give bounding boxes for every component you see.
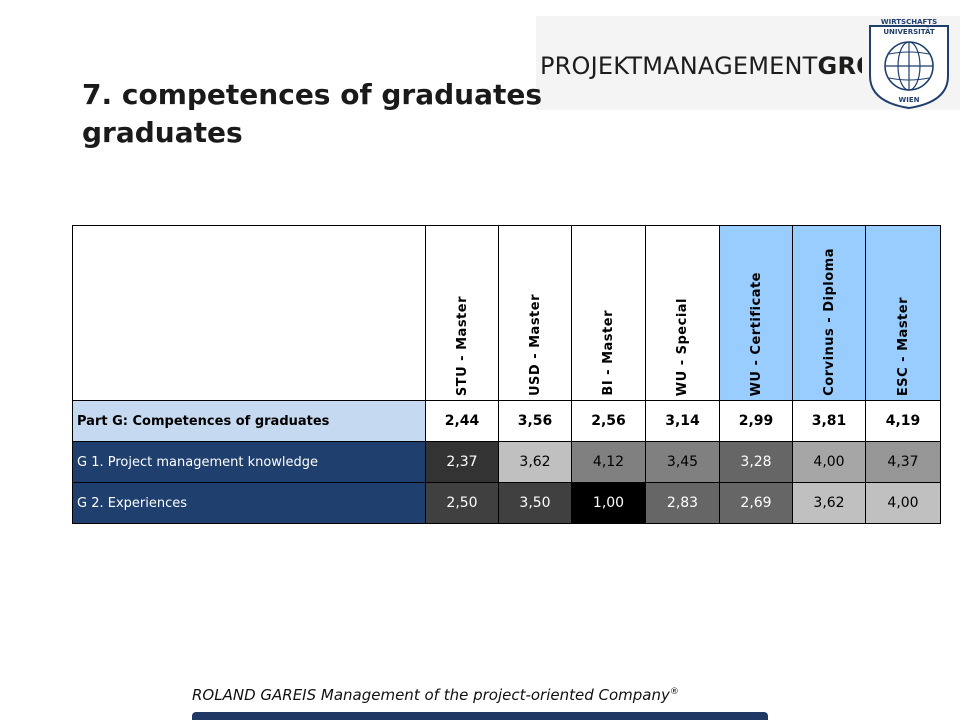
col-header-wu-special: WU - Special [645, 225, 720, 401]
table-row: Part G: Competences of graduates 2,44 3,… [72, 400, 941, 442]
col-header-stu: STU - Master [425, 225, 499, 401]
title-line-2: graduates [82, 116, 243, 149]
table-cell: 1,00 [571, 482, 646, 524]
table-cell: 4,00 [792, 441, 866, 483]
slide-title: 7. competences of graduates graduates [82, 76, 542, 152]
svg-text:UNIVERSITÄT: UNIVERSITÄT [883, 27, 934, 36]
table-cell: 3,28 [719, 441, 793, 483]
row-label: Part G: Competences of graduates [72, 400, 426, 442]
competences-table: STU - Master USD - Master BI - Master WU… [72, 225, 941, 524]
table-cell: 4,19 [865, 400, 941, 442]
row-label: G 1. Project management knowledge [72, 441, 426, 483]
table-cell: 2,37 [425, 441, 499, 483]
col-header-corvinus: Corvinus - Diploma [792, 225, 866, 401]
footer-credit: ROLAND GAREIS Management of the project-… [192, 686, 679, 704]
table-cell: 2,83 [645, 482, 720, 524]
logo-banner: PROJEKTMANAGEMENTGROUP WIRTSCHAFTS UNIVE… [536, 16, 960, 110]
svg-text:WIRTSCHAFTS: WIRTSCHAFTS [881, 18, 937, 26]
table-cell: 3,45 [645, 441, 720, 483]
table-cell: 2,56 [571, 400, 646, 442]
title-line-1: 7. competences of graduates [82, 78, 543, 111]
table-row: G 2. Experiences 2,50 3,50 1,00 2,83 2,6… [72, 482, 941, 524]
table-row: G 1. Project management knowledge 2,37 3… [72, 441, 941, 483]
svg-text:WIEN: WIEN [899, 96, 920, 104]
table-cell: 2,44 [425, 400, 499, 442]
header-row: STU - Master USD - Master BI - Master WU… [72, 225, 941, 401]
table-cell: 4,00 [865, 482, 941, 524]
table-cell: 3,50 [498, 482, 572, 524]
table-cell: 3,62 [792, 482, 866, 524]
table-cell: 4,12 [571, 441, 646, 483]
table-cell: 3,14 [645, 400, 720, 442]
header-corner-cell [72, 225, 426, 401]
footer-bar [192, 712, 768, 720]
col-header-esc: ESC - Master [865, 225, 941, 401]
row-label: G 2. Experiences [72, 482, 426, 524]
table-cell: 2,69 [719, 482, 793, 524]
col-header-bi: BI - Master [571, 225, 646, 401]
table-cell: 3,81 [792, 400, 866, 442]
col-header-usd: USD - Master [498, 225, 572, 401]
table-cell: 2,99 [719, 400, 793, 442]
logo-wordmark: PROJEKTMANAGEMENTGROUP [540, 52, 914, 80]
table-cell: 3,62 [498, 441, 572, 483]
university-seal-icon: WIRTSCHAFTS UNIVERSITÄT WIEN [862, 16, 956, 110]
col-header-wu-certificate: WU - Certificate [719, 225, 793, 401]
table-cell: 4,37 [865, 441, 941, 483]
table-cell: 2,50 [425, 482, 499, 524]
table-cell: 3,56 [498, 400, 572, 442]
